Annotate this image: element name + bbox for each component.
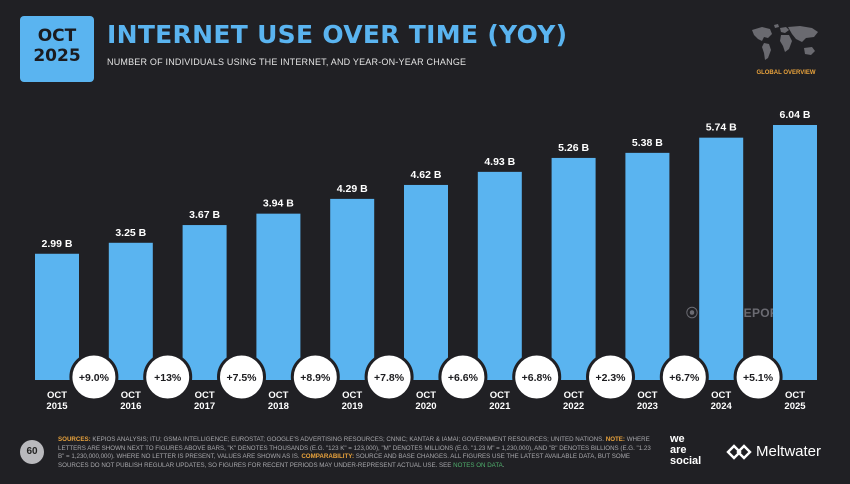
yoy-change-bubble [733,352,783,402]
x-tick-label: 2025 [784,401,806,412]
badge-year: 2025 [33,46,81,66]
bar [773,125,817,380]
x-tick-label: OCT [268,390,288,401]
bar [477,171,522,380]
bar-value-label: 3.25 B [115,227,146,239]
bar [108,242,153,380]
bar-value-label: 5.26 B [558,142,589,154]
yoy-change-label: +5.1% [743,372,774,384]
x-tick-label: OCT [711,390,731,401]
yoy-change-bubble [659,352,709,402]
yoy-change-bubble [217,352,266,402]
x-tick-label: 2022 [563,401,584,412]
yoy-change-label: +7.5% [226,372,257,384]
bar [330,198,375,380]
bar [699,137,744,380]
bar [182,225,227,380]
yoy-change-bubble [364,352,414,402]
date-badge: OCT 2025 [20,16,94,82]
bar [625,152,670,380]
yoy-change-label: +9.0% [79,372,110,384]
yoy-change-bubble [586,352,635,402]
brand-line-2: are [670,444,687,456]
badge-month: OCT [37,26,77,46]
page-number: 60 [20,440,44,464]
x-tick-label: 2015 [46,401,68,412]
yoy-change-bubble [438,352,488,402]
meltwater-logo: Meltwater [726,443,821,460]
bar [551,157,596,380]
yoy-change-bubble [290,352,340,402]
bar-value-label: 4.62 B [411,169,442,181]
bar [35,253,79,380]
x-tick-label: OCT [637,390,657,401]
yoy-change-label: +7.8% [374,372,405,384]
x-tick-label: 2018 [268,401,289,412]
bar-value-label: 3.67 B [189,209,220,221]
yoy-change-label: +8.9% [300,372,331,384]
page-title: INTERNET USE OVER TIME (YOY) [107,20,568,49]
bar-value-label: 2.99 B [42,238,73,250]
notes-on-data-link[interactable]: NOTES ON DATA [451,461,503,469]
yoy-change-label: +6.8% [522,372,553,384]
watermark-icon: ⦿ [686,306,702,320]
yoy-change-label: +6.6% [448,372,479,384]
x-tick-label: 2021 [489,401,511,412]
x-tick-label: 2024 [711,401,733,412]
yoy-change-bubble [69,352,119,402]
note-label: NOTE: [604,436,625,443]
brand-line-1: we [670,433,685,445]
page-subtitle: NUMBER OF INDIVIDUALS USING THE INTERNET… [107,57,467,67]
meltwater-text: Meltwater [756,443,822,460]
x-tick-label: 2019 [342,401,363,412]
brand-line-3: social [670,455,702,467]
x-tick-label: OCT [121,390,141,401]
comparability-text: SOURCE AND BASE CHANGES. ALL FIGURES USE… [58,453,631,469]
x-tick-label: 2016 [120,401,141,412]
x-tick-label: OCT [342,390,362,401]
x-tick-label: 2020 [415,401,436,412]
x-tick-label: OCT [490,390,510,401]
sources-label: SOURCES: [58,436,91,443]
yoy-change-bubble [143,352,193,402]
x-tick-label: 2017 [194,401,215,412]
x-tick-label: OCT [416,390,436,401]
yoy-change-label: +6.7% [669,372,700,384]
bar-value-label: 4.29 B [337,183,368,195]
footnote: SOURCES: KEPIOS ANALYSIS; ITU; GSMA INTE… [58,436,658,470]
bar-value-label: 5.74 B [706,122,737,134]
bar [404,184,448,380]
bar-value-label: 4.93 B [484,156,515,168]
x-tick-label: OCT [195,390,215,401]
bar-value-label: 5.38 B [632,137,663,149]
bar-value-label: 6.04 B [780,109,811,121]
yoy-change-bubble [512,352,562,402]
map-label: GLOBAL OVERVIEW [756,70,816,76]
footnote-end: . [502,461,505,469]
note-text: WHERE LETTERS ARE SHOWN NEXT TO FIGURES … [58,436,651,461]
x-tick-label: 2023 [637,401,658,412]
bar [256,213,301,380]
comparability-label: COMPARABILITY: [299,453,355,461]
meltwater-icon [726,443,752,460]
we-are-social-logo: we are social [670,434,701,467]
bar-value-label: 3.94 B [263,198,294,210]
yoy-change-label: +2.3% [595,372,626,384]
yoy-change-label: +13% [154,372,182,384]
x-tick-label: OCT [564,390,584,401]
x-tick-label: OCT [785,390,805,401]
sources-text: KEPIOS ANALYSIS; ITU; GSMA INTELLIGENCE;… [90,436,605,443]
world-map-icon [752,24,818,60]
x-tick-label: OCT [47,390,67,401]
